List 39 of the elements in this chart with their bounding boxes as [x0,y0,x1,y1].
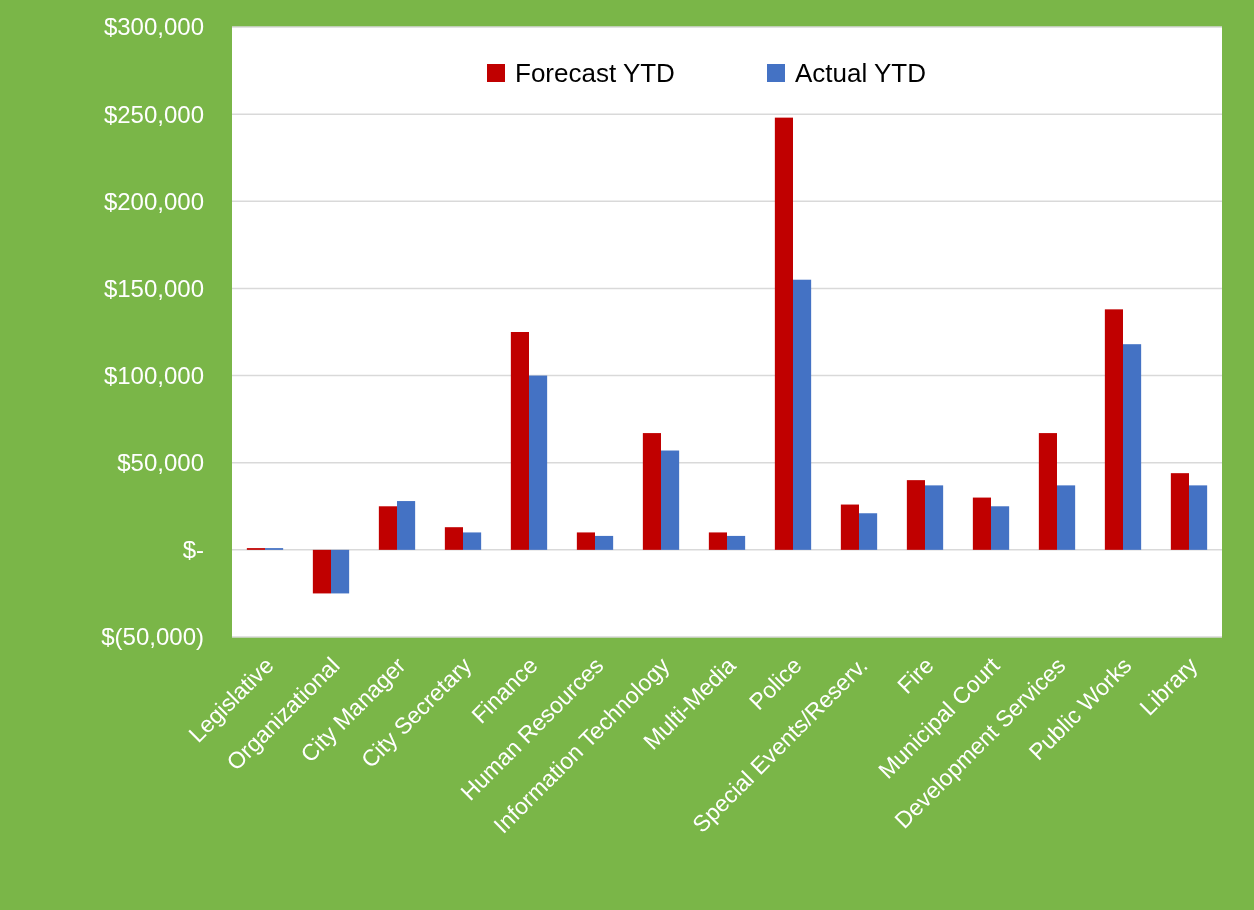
bar [1189,485,1208,550]
x-tick-label: Fire [892,652,939,699]
y-tick-label: $150,000 [103,274,204,302]
bar [1038,433,1057,550]
bar [906,480,925,550]
bar [793,279,812,550]
legend-label: Actual YTD [795,58,927,89]
y-tick-label: $50,000 [117,449,204,477]
bar [661,450,680,550]
bar [972,497,991,550]
bar [1170,473,1189,550]
bar [510,332,529,550]
bar [576,532,595,550]
bar [774,117,793,550]
bar [708,532,727,550]
bar [331,549,350,594]
bar [1057,485,1076,550]
legend-label: Forecast YTD [515,58,675,89]
bar [444,527,463,550]
y-tick-label: $- [182,536,204,564]
bar [991,506,1010,550]
y-tick-label: $100,000 [103,361,204,389]
bar [463,532,482,550]
y-tick-label: $200,000 [103,187,204,215]
bar [1123,344,1142,550]
y-tick-label: $300,000 [103,13,204,41]
bar [595,535,614,550]
bar [859,513,878,550]
y-tick-label: $250,000 [103,100,204,128]
bar [642,433,661,550]
bar [312,549,331,594]
y-tick-label: $(50,000) [101,623,204,651]
bar [397,501,416,550]
bar [840,504,859,550]
bar [925,485,944,550]
bar [378,506,397,550]
bar [1104,309,1123,550]
bar [529,375,548,550]
bar [727,535,746,550]
